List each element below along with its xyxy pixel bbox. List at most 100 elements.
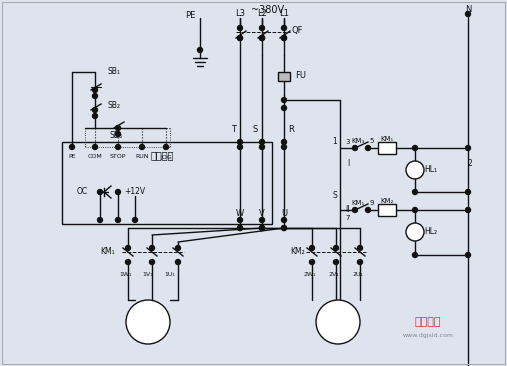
Text: 2U₁: 2U₁ bbox=[352, 273, 364, 277]
Text: COM: COM bbox=[88, 154, 102, 160]
Circle shape bbox=[366, 208, 371, 213]
Text: SB₁: SB₁ bbox=[108, 67, 121, 76]
Text: JOG: JOG bbox=[160, 154, 172, 160]
Circle shape bbox=[260, 36, 265, 41]
Circle shape bbox=[150, 259, 155, 265]
Circle shape bbox=[175, 246, 180, 250]
Bar bbox=[378, 142, 396, 154]
Circle shape bbox=[281, 36, 286, 41]
Text: N: N bbox=[465, 5, 471, 15]
Text: U: U bbox=[281, 209, 287, 217]
Text: L3: L3 bbox=[235, 8, 245, 18]
Text: KM₂: KM₂ bbox=[380, 198, 394, 204]
Circle shape bbox=[357, 246, 363, 250]
Text: ~380V: ~380V bbox=[251, 5, 284, 15]
Circle shape bbox=[260, 26, 265, 30]
Circle shape bbox=[352, 208, 357, 213]
Circle shape bbox=[406, 223, 424, 241]
Circle shape bbox=[237, 36, 242, 41]
Circle shape bbox=[316, 300, 360, 344]
Text: 1W₁: 1W₁ bbox=[120, 273, 132, 277]
Circle shape bbox=[126, 246, 130, 250]
Text: RUN: RUN bbox=[135, 154, 149, 160]
Circle shape bbox=[116, 217, 121, 223]
Circle shape bbox=[126, 300, 170, 344]
Circle shape bbox=[92, 93, 97, 98]
Circle shape bbox=[413, 208, 417, 213]
Circle shape bbox=[237, 36, 242, 41]
Circle shape bbox=[237, 225, 242, 231]
Text: PE: PE bbox=[68, 154, 76, 160]
Text: 电工天下: 电工天下 bbox=[415, 317, 441, 327]
Circle shape bbox=[92, 87, 97, 93]
Text: R: R bbox=[288, 126, 294, 134]
Circle shape bbox=[309, 259, 314, 265]
Circle shape bbox=[406, 161, 424, 179]
Text: 7: 7 bbox=[346, 215, 350, 221]
Text: I: I bbox=[347, 158, 349, 168]
Text: M₁: M₁ bbox=[141, 315, 155, 325]
Circle shape bbox=[357, 259, 363, 265]
Circle shape bbox=[281, 97, 286, 102]
Circle shape bbox=[116, 126, 121, 131]
Circle shape bbox=[139, 145, 144, 149]
Text: 1V₁: 1V₁ bbox=[142, 273, 153, 277]
Text: HL₁: HL₁ bbox=[424, 165, 437, 175]
Text: 3~: 3~ bbox=[333, 325, 344, 335]
Circle shape bbox=[150, 246, 155, 250]
Circle shape bbox=[116, 190, 121, 194]
Circle shape bbox=[281, 105, 286, 111]
Text: II: II bbox=[346, 205, 350, 214]
Text: M₂: M₂ bbox=[331, 315, 345, 325]
Text: PE: PE bbox=[186, 11, 196, 19]
Circle shape bbox=[465, 190, 470, 194]
Text: HL₂: HL₂ bbox=[424, 228, 437, 236]
Circle shape bbox=[116, 145, 121, 149]
Circle shape bbox=[413, 253, 417, 258]
Circle shape bbox=[132, 217, 137, 223]
Text: S: S bbox=[332, 190, 337, 199]
Text: STOP: STOP bbox=[110, 154, 126, 160]
Circle shape bbox=[334, 259, 339, 265]
Circle shape bbox=[260, 225, 265, 231]
Circle shape bbox=[413, 146, 417, 150]
Circle shape bbox=[281, 36, 286, 41]
Circle shape bbox=[198, 48, 202, 52]
Text: S: S bbox=[253, 126, 258, 134]
Text: V: V bbox=[259, 209, 265, 217]
Text: KM₂: KM₂ bbox=[291, 247, 305, 257]
Circle shape bbox=[237, 145, 242, 149]
Text: +12V: +12V bbox=[124, 187, 146, 197]
Text: KM₃: KM₃ bbox=[351, 138, 365, 144]
Text: OC: OC bbox=[77, 187, 88, 197]
Circle shape bbox=[281, 217, 286, 223]
Bar bbox=[378, 204, 396, 216]
Text: W: W bbox=[236, 209, 244, 217]
Text: T: T bbox=[231, 126, 236, 134]
Circle shape bbox=[260, 217, 265, 223]
Circle shape bbox=[260, 139, 265, 145]
Circle shape bbox=[237, 225, 242, 231]
Circle shape bbox=[260, 145, 265, 149]
Text: L1: L1 bbox=[279, 8, 289, 18]
Circle shape bbox=[366, 146, 371, 150]
Text: 2: 2 bbox=[467, 158, 473, 168]
Text: 3: 3 bbox=[346, 139, 350, 145]
Text: 1: 1 bbox=[332, 138, 337, 146]
Text: www.dgjsld.com: www.dgjsld.com bbox=[403, 332, 453, 337]
Circle shape bbox=[260, 36, 265, 41]
Text: KM₁: KM₁ bbox=[380, 136, 393, 142]
Text: 软起动器: 软起动器 bbox=[150, 150, 174, 160]
Circle shape bbox=[352, 146, 357, 150]
Text: L2: L2 bbox=[257, 8, 267, 18]
Circle shape bbox=[281, 225, 286, 231]
Circle shape bbox=[281, 26, 286, 30]
Text: 1U₁: 1U₁ bbox=[165, 273, 175, 277]
Circle shape bbox=[281, 225, 286, 231]
Circle shape bbox=[237, 26, 242, 30]
Circle shape bbox=[465, 146, 470, 150]
Circle shape bbox=[334, 246, 339, 250]
Text: 5: 5 bbox=[370, 138, 374, 144]
Circle shape bbox=[97, 190, 102, 194]
Circle shape bbox=[465, 208, 470, 213]
